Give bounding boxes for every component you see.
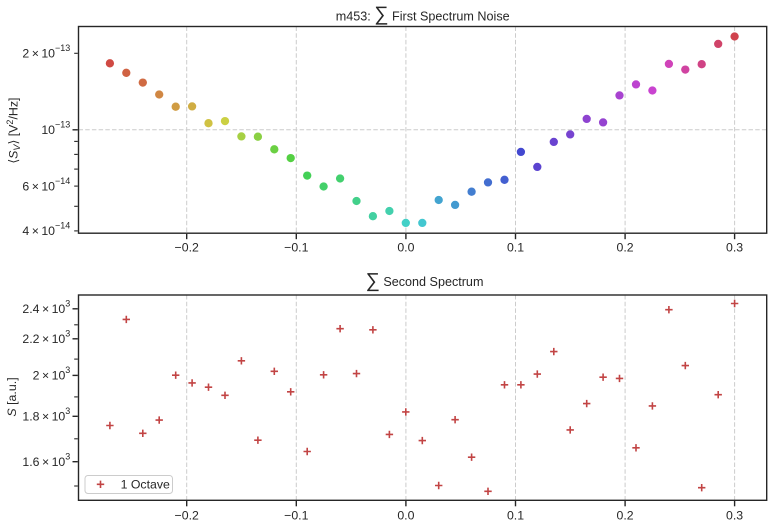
svg-text:1.8 × 103: 1.8 × 103	[22, 406, 70, 424]
svg-text:0.3: 0.3	[726, 509, 743, 523]
svg-text:0.1: 0.1	[507, 241, 524, 255]
svg-text:S [a.u.]: S [a.u.]	[5, 377, 19, 416]
svg-text:0.0: 0.0	[397, 241, 414, 255]
svg-text:−0.2: −0.2	[175, 509, 199, 523]
svg-text:1 Octave: 1 Octave	[121, 478, 170, 492]
svg-text:0.3: 0.3	[726, 241, 743, 255]
svg-text:−0.2: −0.2	[175, 241, 199, 255]
svg-text:2.4 × 103: 2.4 × 103	[22, 299, 70, 317]
svg-text:0.2: 0.2	[617, 241, 634, 255]
svg-text:∑ Second Spectrum: ∑ Second Spectrum	[366, 270, 484, 292]
svg-text:1.6 × 103: 1.6 × 103	[22, 451, 70, 469]
svg-text:⟨SV⟩ [V2/Hz]: ⟨SV⟩ [V2/Hz]	[5, 98, 22, 164]
svg-text:2.2 × 103: 2.2 × 103	[22, 329, 70, 347]
svg-text:−0.1: −0.1	[284, 509, 308, 523]
svg-text:m453: ∑ First Spectrum Noise: m453: ∑ First Spectrum Noise	[336, 4, 510, 26]
svg-text:0.2: 0.2	[617, 509, 634, 523]
svg-text:2 × 103: 2 × 103	[33, 365, 71, 383]
svg-text:0.0: 0.0	[397, 509, 414, 523]
svg-text:0.1: 0.1	[507, 509, 524, 523]
svg-text:−0.1: −0.1	[284, 241, 308, 255]
